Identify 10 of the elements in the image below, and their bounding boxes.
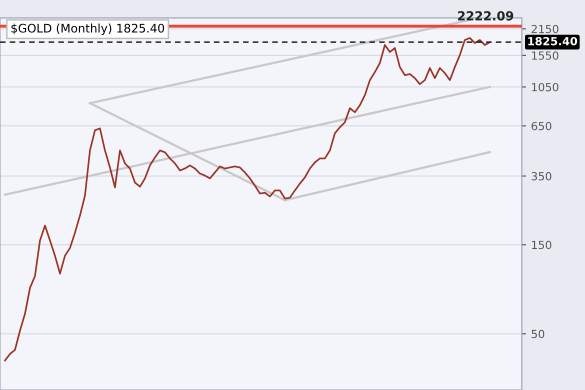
y-tick-label: 350 xyxy=(532,172,552,180)
y-tick-label: 2150 xyxy=(532,24,558,34)
y-tick-label: 50 xyxy=(532,330,544,338)
y-tick-label: 1550 xyxy=(532,51,558,60)
y-tick-label: 150 xyxy=(532,240,552,250)
y-tick-label: 1050 xyxy=(532,82,558,92)
ref-line-label: 1825.40 xyxy=(528,36,578,46)
ref-line-label: 2222.09 xyxy=(458,11,514,21)
chart-title: $GOLD (Monthly) 1825.40 xyxy=(11,24,164,35)
y-tick-label: 650 xyxy=(532,122,552,130)
